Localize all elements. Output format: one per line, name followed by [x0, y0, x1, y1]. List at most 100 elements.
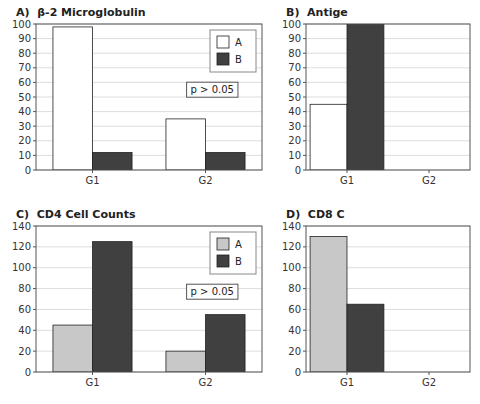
y-tick-label: 30	[18, 121, 31, 132]
y-tick-label: 100	[12, 19, 31, 30]
panel: 0 10 20 30 40 50 60 70 80 90 100 G1 G2 B) Antige	[282, 6, 470, 186]
bar	[166, 119, 206, 170]
y-tick-label: 20	[18, 135, 31, 146]
bar	[347, 304, 384, 372]
x-tick-label: G1	[85, 377, 99, 388]
bar	[206, 315, 246, 372]
bar	[93, 242, 133, 372]
figure: 0102030405060708090100G1G2A) β-2 Microgl…	[0, 0, 480, 404]
x-tick-mark	[347, 170, 348, 173]
bar	[310, 236, 347, 372]
y-tick-label: 40	[18, 106, 31, 117]
y-tick-label: 60	[288, 77, 301, 88]
y-tick-label: 40	[288, 106, 301, 117]
title: D) CD8 C	[286, 208, 345, 221]
title: B) Antige	[286, 6, 348, 19]
bar	[206, 152, 246, 170]
legend: AB	[210, 30, 256, 72]
x-tick-label: G2	[422, 175, 436, 186]
y-tick-label: 0	[25, 165, 31, 176]
y-tick-label: 50	[18, 92, 31, 103]
y-tick-label: 80	[288, 283, 301, 294]
bars	[310, 236, 384, 372]
plot-frame	[306, 24, 470, 170]
x-tick-label: G2	[422, 377, 436, 388]
x-tick-label: G1	[340, 377, 354, 388]
y-tick-label: 60	[18, 77, 31, 88]
legend-swatch	[217, 36, 229, 48]
y-tick-label: 40	[288, 325, 301, 336]
annotation-text: p > 0.05	[191, 286, 234, 297]
legend-swatch	[217, 238, 229, 250]
y-tick-label: 0	[295, 367, 301, 378]
x-tick-mark	[429, 372, 430, 375]
y-tick-label: 20	[288, 135, 301, 146]
y-tick-label: 20	[18, 346, 31, 357]
x-tick-label: G1	[85, 175, 99, 186]
y-tick-label: 60	[18, 304, 31, 315]
bar	[166, 351, 206, 372]
x-tick-label: G2	[198, 377, 212, 388]
panel: 020406080100120140G1G2D) CD8 C	[282, 208, 470, 388]
x-tick-mark	[429, 170, 430, 173]
y-tick-label: 70	[18, 62, 31, 73]
title: A) β-2 Microglobulin	[16, 6, 146, 19]
bar	[347, 24, 384, 170]
y-tick-label: 0	[25, 367, 31, 378]
legend: AB	[210, 232, 256, 274]
y-tick-label: 10	[18, 150, 31, 161]
legend-box	[210, 232, 256, 274]
panel: 0 10 20 30 40 50 60 70 80 90 100 G1 G2 A) β-2 Microgl…	[12, 6, 262, 186]
plot-frame	[36, 226, 262, 372]
legend-swatch	[217, 53, 229, 65]
y-tick-label: 60	[288, 304, 301, 315]
y-tick-label: 30	[288, 121, 301, 132]
y-tick-label: 100	[12, 262, 31, 273]
y-tick-label: 10	[288, 150, 301, 161]
annotation: p > 0.05	[187, 82, 238, 97]
grid-line	[306, 38, 470, 39]
x-tick-mark	[92, 170, 93, 173]
y-tick-label: 70	[288, 62, 301, 73]
bar	[53, 325, 93, 372]
x-tick-mark	[205, 170, 206, 173]
y-tick-label: 90	[18, 33, 31, 44]
y-tick-label: 40	[18, 325, 31, 336]
x-tick-mark	[347, 372, 348, 375]
legend-box	[210, 30, 256, 72]
annotation-box	[187, 284, 238, 299]
bar	[53, 27, 93, 170]
y-tick-label: 90	[288, 33, 301, 44]
x-tick-mark	[92, 372, 93, 375]
y-tick-label: 50	[288, 92, 301, 103]
plot-frame	[36, 24, 262, 170]
y-tick-label: 0	[295, 165, 301, 176]
x-tick-label: G2	[198, 175, 212, 186]
y-tick-label: 80	[288, 48, 301, 59]
title: C) CD4 Cell Counts	[16, 208, 136, 221]
grid-line	[36, 309, 262, 310]
legend-label: A	[235, 239, 242, 250]
y-tick-label: 80	[18, 283, 31, 294]
grid-line	[306, 82, 470, 83]
legend-label: B	[235, 256, 242, 267]
y-tick-label: 80	[18, 48, 31, 59]
legend-label: A	[235, 37, 242, 48]
legend-swatch	[217, 255, 229, 267]
y-tick-label: 120	[12, 241, 31, 252]
y-tick-label: 140	[282, 221, 301, 232]
annotation-box	[187, 82, 238, 97]
grid-line	[306, 97, 470, 98]
page: {"chart_data": [ {"type": "bar", "title"…	[0, 0, 480, 404]
x-tick-mark	[205, 372, 206, 375]
bar	[310, 104, 347, 170]
y-tick-label: 100	[282, 19, 301, 30]
grid-line	[306, 67, 470, 68]
x-tick-label: G1	[340, 175, 354, 186]
grid-line	[306, 53, 470, 54]
y-tick-label: 20	[288, 346, 301, 357]
annotation-text: p > 0.05	[191, 84, 234, 95]
y-tick-label: 120	[282, 241, 301, 252]
y-tick-label: 140	[12, 221, 31, 232]
plot-frame	[306, 226, 470, 372]
